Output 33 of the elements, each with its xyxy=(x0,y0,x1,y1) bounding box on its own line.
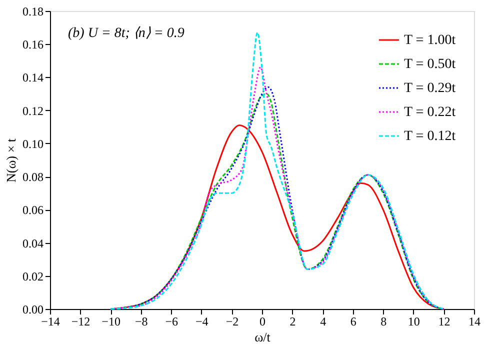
annotation: (b) U = 8t; ⟨n⟩ = 0.9 xyxy=(68,26,184,41)
y-axis-title: N(ω) × t xyxy=(4,138,18,183)
y-tick-label: 0.14 xyxy=(22,70,44,85)
legend-label: T = 0.50t xyxy=(404,57,456,72)
x-tick-label: −10 xyxy=(102,314,120,328)
x-tick-label: −14 xyxy=(41,314,60,328)
y-tick-label: 0.08 xyxy=(22,170,44,184)
y-tick-label: 0.06 xyxy=(22,203,44,218)
x-tick-label: −12 xyxy=(71,314,90,328)
x-tick-label: 2 xyxy=(290,314,296,328)
x-tick-label: 8 xyxy=(380,314,387,328)
x-tick-label: 6 xyxy=(350,314,356,328)
x-tick-label: 4 xyxy=(320,314,326,328)
y-tick-label: 0.16 xyxy=(22,38,44,52)
legend-label: T = 0.12t xyxy=(404,129,456,144)
x-tick-label: −8 xyxy=(134,314,148,328)
x-tick-label: −2 xyxy=(226,314,239,328)
y-tick-label: 0.02 xyxy=(22,269,44,284)
x-tick-label: 12 xyxy=(438,314,450,328)
legend-label: T = 0.22t xyxy=(404,105,456,120)
y-tick-label: 0.00 xyxy=(22,302,44,316)
legend-label: T = 0.29t xyxy=(404,81,456,96)
x-tick-label: 14 xyxy=(468,314,480,328)
y-tick-label: 0.10 xyxy=(22,136,44,151)
x-tick-label: 0 xyxy=(260,314,266,328)
x-tick-label: 10 xyxy=(408,314,420,328)
x-tick-label: −4 xyxy=(196,314,208,328)
x-tick-label: −6 xyxy=(165,314,178,328)
y-tick-label: 0.18 xyxy=(22,4,44,18)
x-axis-title: ω/t xyxy=(254,330,271,344)
y-tick-label: 0.04 xyxy=(22,236,44,250)
legend-label: T = 1.00t xyxy=(404,33,456,48)
y-tick-label: 0.12 xyxy=(22,104,44,118)
